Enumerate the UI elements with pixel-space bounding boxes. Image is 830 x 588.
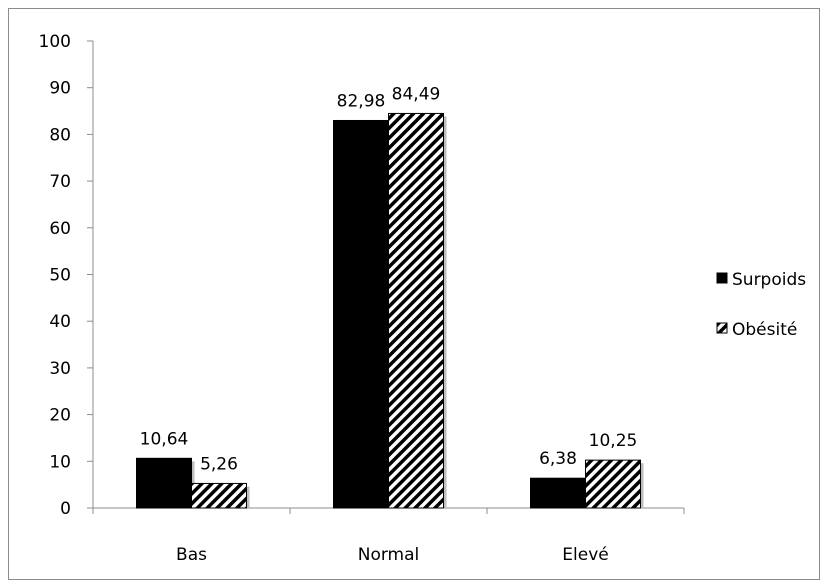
bar-obesite: [191, 482, 247, 509]
y-tick-label: 30: [49, 359, 71, 379]
y-tick-label: 90: [49, 79, 71, 99]
y-tick-label: 0: [60, 499, 71, 519]
bar-surpoids: [333, 119, 389, 509]
x-tick-label: Elevé: [562, 545, 608, 565]
legend: Surpoids Obésité: [716, 270, 806, 340]
data-label: 10,64: [140, 429, 189, 449]
legend-swatch-obesite: [716, 322, 728, 334]
data-label: 6,38: [539, 449, 577, 469]
y-tick-label: 20: [49, 406, 71, 426]
y-tick-label: 10: [49, 452, 71, 472]
x-tick-label: Bas: [176, 545, 207, 565]
y-tick-label: 60: [49, 219, 71, 239]
legend-swatch-surpoids: [716, 272, 728, 284]
data-label: 10,25: [589, 431, 638, 451]
bars: [136, 112, 644, 509]
y-tick-label: 100: [39, 32, 71, 52]
data-label: 82,98: [337, 91, 386, 111]
bar-obesite: [585, 459, 641, 509]
data-label: 84,49: [392, 84, 441, 104]
y-tick-label: 70: [49, 172, 71, 192]
bar-surpoids: [530, 477, 586, 509]
data-label: 5,26: [200, 454, 238, 474]
legend-label: Surpoids: [732, 270, 806, 290]
data-labels: 10,64 82,98 6,38 5,26 84,49 10,25: [140, 84, 638, 474]
bar-surpoids: [136, 457, 192, 509]
y-tick-label: 40: [49, 312, 71, 332]
y-tick-label: 50: [49, 266, 71, 286]
x-tick-label: Normal: [358, 545, 420, 565]
bar-obesite: [388, 112, 444, 509]
y-tick-label: 80: [49, 125, 71, 145]
legend-label: Obésité: [732, 320, 797, 340]
